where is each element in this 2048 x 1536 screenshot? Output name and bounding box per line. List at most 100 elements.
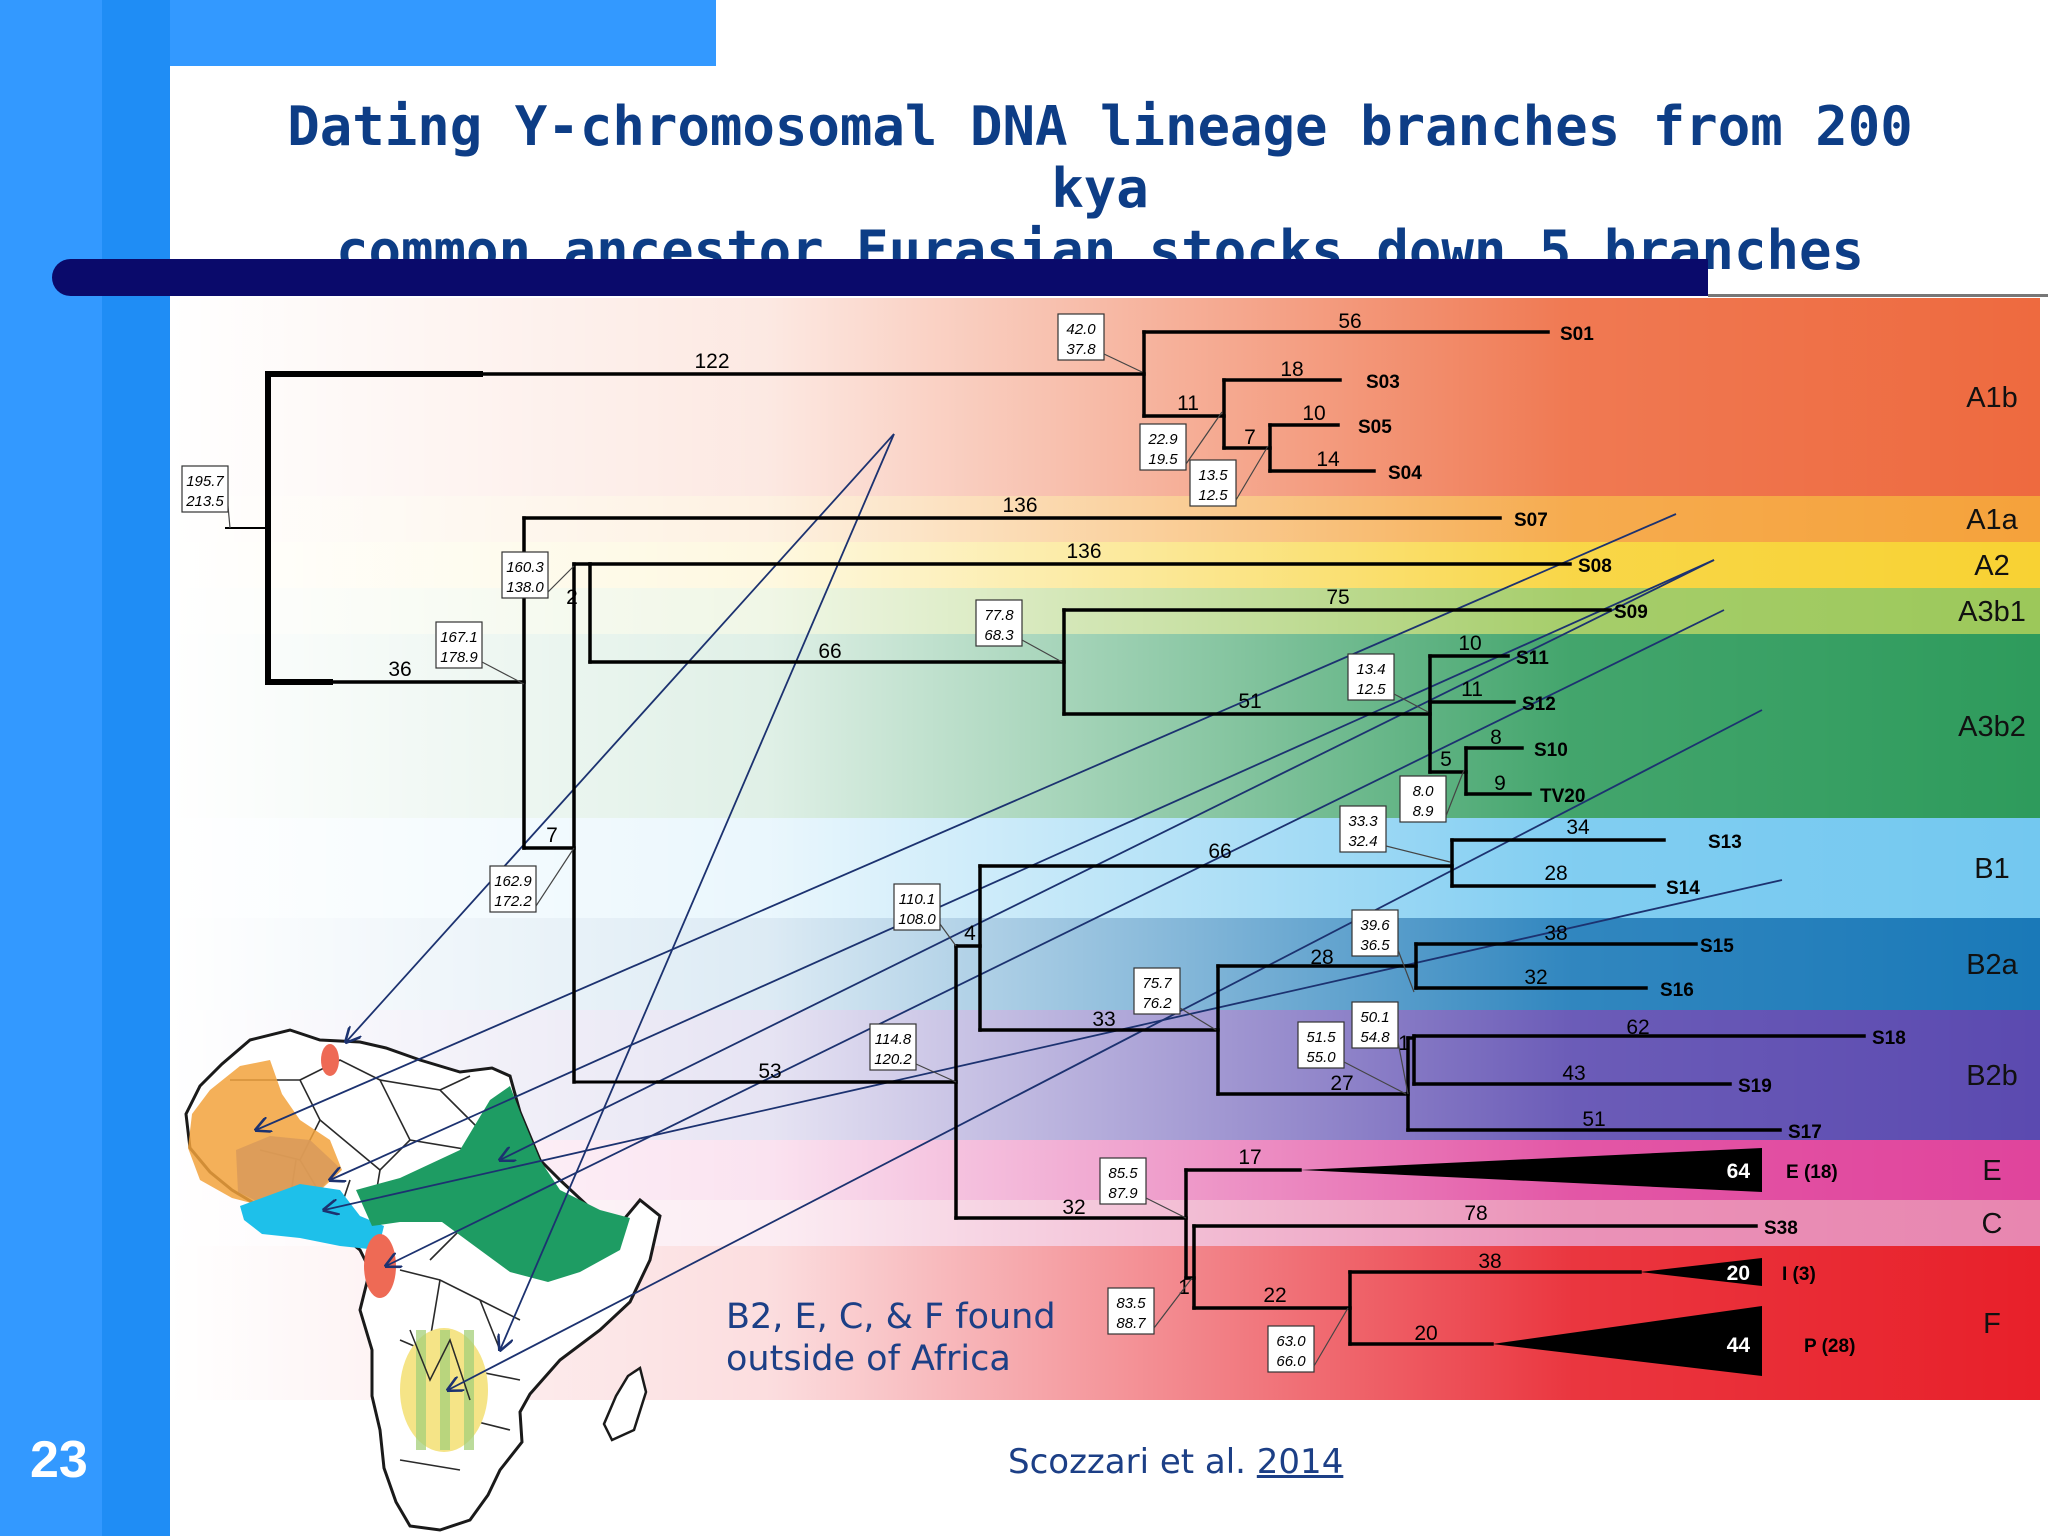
node-age-leader bbox=[1235, 445, 1269, 501]
node-age-upper: 39.6 bbox=[1360, 917, 1390, 934]
region-red-central bbox=[364, 1234, 396, 1298]
yellow-region-borders bbox=[409, 1329, 471, 1401]
branch-length-label: 9 bbox=[1494, 772, 1506, 795]
node-age-box: 42.0 37.8 bbox=[1057, 313, 1143, 373]
node-age-frame bbox=[1339, 805, 1387, 853]
branch-length-label: 7 bbox=[1244, 426, 1256, 449]
node-age-leader bbox=[1185, 411, 1223, 465]
node-age-box: 22.9 19.5 bbox=[1139, 411, 1223, 471]
branch-length-label: 17 bbox=[1238, 1146, 1261, 1169]
node-age-box: 50.1 54.8 bbox=[1351, 1001, 1409, 1095]
region-green bbox=[356, 1086, 630, 1282]
collapsed-clade-e bbox=[1300, 1148, 1762, 1192]
node-age-lower: 19.5 bbox=[1148, 451, 1178, 468]
branch-length-label: 28 bbox=[1544, 862, 1567, 885]
band-label-a1b: A1b bbox=[1966, 382, 2018, 414]
branch-length-label: 136 bbox=[1066, 540, 1101, 563]
node-age-leader bbox=[1153, 1277, 1193, 1329]
node-age-box: 83.5 88.7 bbox=[1107, 1277, 1193, 1335]
left-blue-stripe bbox=[102, 0, 170, 1536]
node-age-box: 195.7 213.5 bbox=[181, 465, 231, 529]
tip-label: TV20 bbox=[1540, 786, 1585, 807]
title-divider-thin bbox=[1708, 294, 2048, 297]
band-label-a1a: A1a bbox=[1966, 504, 2018, 536]
band-label-a2: A2 bbox=[1974, 550, 2009, 582]
node-age-upper: 22.9 bbox=[1147, 431, 1178, 448]
node-age-box: 8.08.9 bbox=[1399, 769, 1465, 823]
node-age-lower: 36.5 bbox=[1360, 937, 1390, 954]
node-age-leader bbox=[1393, 693, 1429, 713]
node-age-leader bbox=[1021, 639, 1063, 663]
node-age-upper: 160.3 bbox=[506, 559, 544, 576]
node-age-box: 75.7 76.2 bbox=[1133, 967, 1217, 1031]
node-age-upper: 13.5 bbox=[1198, 467, 1228, 484]
band-label-c: C bbox=[1982, 1208, 2003, 1240]
branch-length-label: 33 bbox=[1092, 1008, 1115, 1031]
region-red-north bbox=[321, 1044, 339, 1076]
node-age-frame bbox=[1133, 967, 1181, 1015]
node-age-frame bbox=[489, 865, 537, 913]
map-arrow-1 bbox=[346, 433, 895, 1042]
node-age-upper: 42.0 bbox=[1066, 321, 1096, 338]
node-age-box: 13.5 12.5 bbox=[1189, 445, 1269, 507]
node-age-leader bbox=[1445, 769, 1465, 817]
collapsed-clade-i bbox=[1640, 1258, 1762, 1286]
tip-label: S12 bbox=[1522, 694, 1556, 715]
node-age-frame bbox=[1351, 909, 1399, 957]
tip-label: S15 bbox=[1700, 936, 1734, 957]
node-age-upper: 83.5 bbox=[1116, 1295, 1146, 1312]
band-label-b1: B1 bbox=[1974, 853, 2009, 885]
node-age-lower: 12.5 bbox=[1198, 487, 1228, 504]
node-age-box: 162.9 172.2 bbox=[489, 847, 575, 913]
branch-length-label: 8 bbox=[1490, 726, 1502, 749]
node-age-leader bbox=[1179, 1007, 1217, 1031]
node-age-frame bbox=[181, 465, 229, 513]
citation-text: Scozzari et al. bbox=[1008, 1442, 1246, 1482]
tip-label: S04 bbox=[1388, 463, 1422, 484]
map-arrow-4 bbox=[330, 559, 1715, 1180]
node-age-leader bbox=[1103, 353, 1143, 373]
node-age-upper: 13.4 bbox=[1356, 661, 1385, 678]
map-arrow-3 bbox=[256, 513, 1677, 1130]
tip-label: S01 bbox=[1560, 324, 1594, 345]
node-age-box: 77.8 68.3 bbox=[975, 599, 1063, 663]
branch-length-label: 36 bbox=[388, 658, 411, 681]
node-age-leader bbox=[481, 661, 525, 685]
tip-label: S14 bbox=[1666, 878, 1700, 899]
branch-length-label: 53 bbox=[758, 1060, 781, 1083]
node-age-leader bbox=[1313, 1307, 1349, 1367]
node-age-leader bbox=[547, 565, 575, 593]
citation-year-link[interactable]: 2014 bbox=[1256, 1442, 1344, 1482]
node-age-frame bbox=[1351, 1001, 1399, 1049]
branch-length-label: 51 bbox=[1238, 690, 1261, 713]
branch-length-label: 136 bbox=[1002, 494, 1037, 517]
map-arrow-8 bbox=[324, 879, 1783, 1210]
node-age-lower: 213.5 bbox=[185, 493, 224, 510]
tip-label: S07 bbox=[1514, 510, 1548, 531]
tree-labels: S01 S03 S05 S04 S07 S08 S09 S11 S12 S10 TV20 S13 S14… bbox=[181, 310, 1906, 1373]
tip-label: S05 bbox=[1358, 417, 1392, 438]
node-age-leader bbox=[1145, 1197, 1187, 1219]
branch-length-label: 27 bbox=[1330, 1072, 1353, 1095]
node-age-upper: 8.0 bbox=[1413, 783, 1435, 800]
branch-length-label: 4 bbox=[964, 922, 976, 945]
node-age-upper: 75.7 bbox=[1142, 975, 1172, 992]
branch-length-label: 56 bbox=[1338, 310, 1361, 333]
node-age-lower: 120.2 bbox=[874, 1051, 912, 1068]
madagascar-outline bbox=[602, 1365, 648, 1442]
node-age-upper: 114.8 bbox=[875, 1031, 912, 1048]
note-line-2: outside of Africa bbox=[726, 1339, 1011, 1379]
branch-length-label: 66 bbox=[1208, 840, 1231, 863]
title-divider bbox=[52, 259, 1708, 296]
node-age-upper: 50.1 bbox=[1360, 1009, 1389, 1026]
node-age-frame bbox=[1347, 653, 1395, 701]
branch-length-label: 1 bbox=[1178, 1276, 1190, 1299]
node-age-leader bbox=[1397, 1041, 1409, 1095]
node-age-box: 63.0 66.0 bbox=[1267, 1307, 1349, 1373]
node-age-leader bbox=[915, 1063, 957, 1083]
collapsed-count: 20 bbox=[1727, 1262, 1750, 1285]
node-age-upper: 51.5 bbox=[1306, 1029, 1336, 1046]
node-age-upper: 162.9 bbox=[494, 873, 532, 890]
